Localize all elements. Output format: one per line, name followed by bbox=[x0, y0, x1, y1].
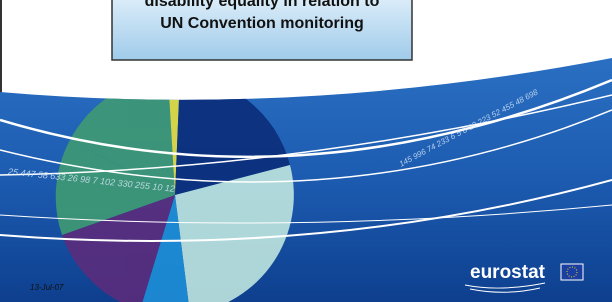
logo-text: eurostat bbox=[470, 262, 546, 283]
slide: 25 447 58 633 26 98 7 102 330 255 10 12 … bbox=[0, 0, 612, 302]
page: 25 447 58 633 26 98 7 102 330 255 10 12 … bbox=[0, 0, 612, 302]
title-line: UN Convention monitoring bbox=[160, 15, 364, 32]
title-line: disability equality in relation to bbox=[145, 0, 380, 10]
logo-flag bbox=[561, 264, 583, 280]
date: 13-Jul-07 bbox=[30, 283, 64, 292]
